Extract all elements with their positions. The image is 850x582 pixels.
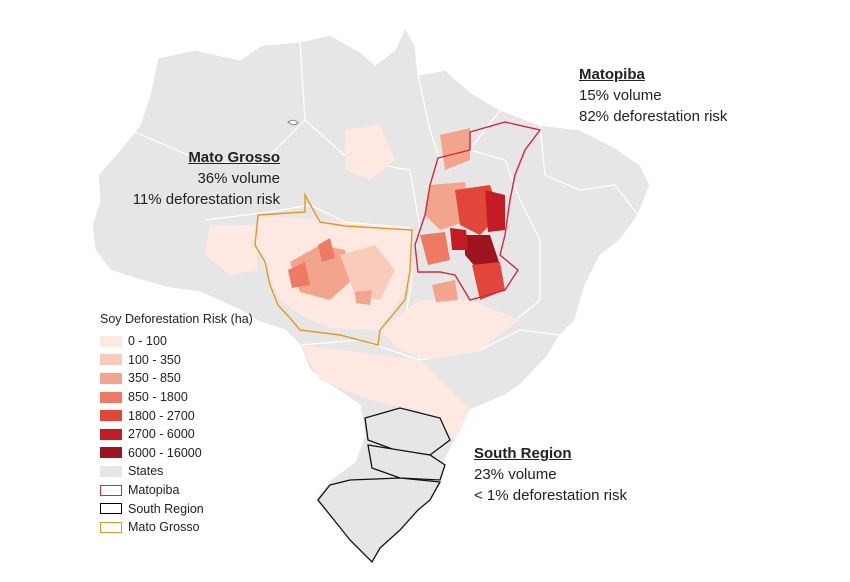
south-region (317, 407, 451, 564)
legend-swatch (100, 447, 122, 459)
legend-swatch (100, 521, 122, 533)
legend-swatch (100, 410, 122, 422)
callout-title: Matopiba (579, 66, 645, 83)
callout-title: South Region (474, 445, 572, 462)
callout-title: Mato Grosso (188, 149, 280, 166)
legend-swatch (100, 354, 122, 366)
legend-label: South Region (128, 501, 204, 516)
legend-label: 850 - 1800 (128, 390, 188, 405)
legend-label: 1800 - 2700 (128, 408, 195, 423)
callout-risk: < 1% deforestation risk (474, 487, 627, 504)
legend-label: Mato Grosso (128, 520, 200, 535)
callout-volume: 15% volume (579, 87, 662, 104)
callout-risk: 82% deforestation risk (579, 108, 728, 125)
legend-label: 350 - 850 (128, 371, 181, 386)
legend-item: 2700 - 6000 (100, 425, 253, 444)
legend-items: 0 - 100 100 - 350 350 - 850 850 - 1800 1800 … (100, 332, 253, 537)
legend-item: 6000 - 16000 (100, 444, 253, 463)
legend-label: 100 - 350 (128, 352, 181, 367)
callout-risk: 11% deforestation risk (132, 191, 280, 208)
legend-swatch (100, 372, 122, 384)
legend-label: Matopiba (128, 483, 180, 498)
legend-swatch (100, 503, 122, 515)
legend-item: South Region (100, 499, 253, 518)
matopiba-callout: Matopiba 15% volume 82% deforestation ri… (579, 64, 727, 127)
matopiba-risk-patches (420, 128, 505, 302)
legend-label: 6000 - 16000 (128, 445, 202, 460)
callout-volume: 36% volume (197, 170, 280, 187)
legend-item: Matopiba (100, 481, 253, 500)
legend-item: 100 - 350 (100, 351, 253, 370)
legend-swatch (100, 391, 122, 403)
legend-swatch (100, 484, 122, 496)
mato-grosso-risk-patches (288, 238, 395, 305)
legend-item: States (100, 462, 253, 481)
callout-volume: 23% volume (474, 466, 557, 483)
legend-swatch (100, 335, 122, 347)
legend-item: 350 - 850 (100, 369, 253, 388)
legend-label: 0 - 100 (128, 334, 167, 349)
matopiba-outline (414, 121, 542, 301)
mato-grosso-outline (254, 192, 413, 346)
legend-item: 0 - 100 (100, 332, 253, 351)
legend-title: Soy Deforestation Risk (ha) (100, 312, 253, 326)
legend-item: 850 - 1800 (100, 388, 253, 407)
legend-item: Mato Grosso (100, 518, 253, 537)
map-legend: Soy Deforestation Risk (ha) 0 - 100 100 -… (100, 312, 253, 537)
legend-label: States (128, 464, 164, 479)
legend-swatch (100, 428, 122, 440)
south-region-callout: South Region 23% volume < 1% deforestati… (474, 443, 627, 506)
mato-grosso-callout: Mato Grosso 36% volume 11% deforestation… (133, 147, 280, 210)
legend-label: 2700 - 6000 (128, 427, 195, 442)
legend-item: 1800 - 2700 (100, 406, 253, 425)
legend-swatch (100, 465, 122, 477)
river (287, 119, 299, 126)
